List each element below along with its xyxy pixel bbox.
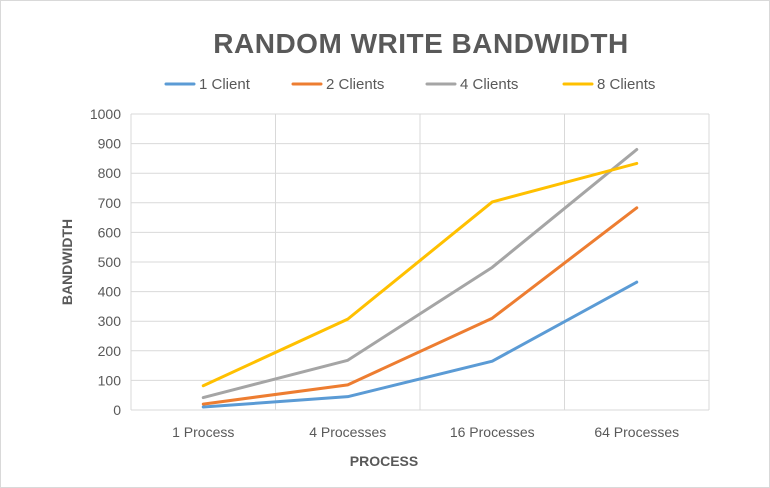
- y-tick-label: 900: [98, 136, 122, 152]
- legend-label: 2 Clients: [326, 76, 384, 93]
- legend-label: 4 Clients: [460, 76, 518, 93]
- y-tick-label: 700: [98, 195, 122, 211]
- y-axis-ticks: 0 100 200 300 400 500 600 700 800 900 1000: [90, 106, 121, 418]
- x-tick-label: 1 Process: [172, 424, 234, 440]
- series-lines: [201, 148, 639, 409]
- series-line-3: [201, 148, 639, 400]
- chart-title: RANDOM WRITE BANDWIDTH: [213, 28, 628, 59]
- y-tick-label: 200: [98, 343, 122, 359]
- series-line-2: [201, 206, 639, 406]
- y-tick-label: 100: [98, 372, 122, 388]
- y-tick-label: 300: [98, 313, 122, 329]
- x-axis-label: PROCESS: [350, 453, 418, 469]
- y-tick-label: 400: [98, 284, 122, 300]
- y-axis-label: BANDWIDTH: [59, 219, 75, 305]
- legend-label: 8 Clients: [597, 76, 655, 93]
- x-tick-label: 4 Processes: [309, 424, 386, 440]
- y-tick-label: 0: [113, 402, 121, 418]
- y-tick-label: 800: [98, 165, 122, 181]
- y-tick-label: 500: [98, 254, 122, 270]
- y-tick-label: 1000: [90, 106, 121, 122]
- series-line-4: [201, 161, 639, 388]
- y-tick-label: 600: [98, 224, 122, 240]
- x-tick-label: 64 Processes: [594, 424, 679, 440]
- legend-label: 1 Client: [199, 76, 251, 93]
- x-axis-ticks: 1 Process 4 Processes 16 Processes 64 Proce…: [172, 424, 679, 440]
- series-line-1: [201, 280, 639, 409]
- x-tick-label: 16 Processes: [450, 424, 535, 440]
- legend: 1 Client 2 Clients 4 Clients 8 Clients: [164, 76, 655, 93]
